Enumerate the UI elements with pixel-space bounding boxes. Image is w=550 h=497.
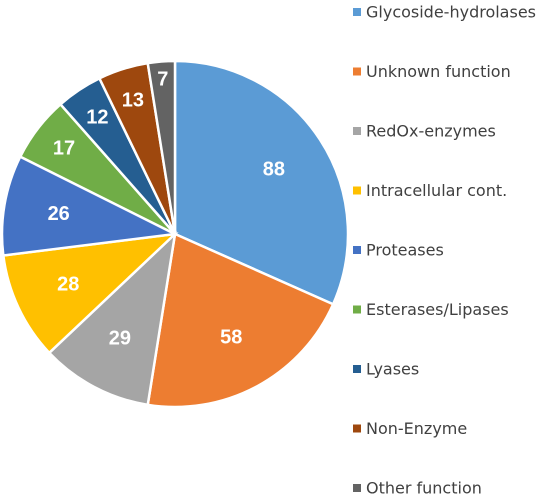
legend-label: Glycoside-hydrolases [366,3,536,22]
legend-label: Esterases/Lipases [366,300,509,319]
data-label-esterases-lipases: 17 [53,138,75,160]
pie-slice-redox-enzymes [47,230,177,407]
pie-slice-intracellular-cont [1,232,179,355]
legend-item-non-enzyme: Non-Enzyme [353,419,467,438]
pie-slice-other-function [146,59,177,235]
legend-swatch [353,8,361,16]
legend-swatch [353,424,361,433]
legend-swatch [353,305,361,314]
data-label-intracellular-cont: 28 [57,273,79,295]
legend-item-proteases: Proteases [353,241,444,260]
data-label-redox-enzymes: 29 [109,327,131,349]
legend-item-esterases-lipases: Esterases/Lipases [353,300,509,319]
pie-slice-unknown-function [146,232,335,409]
legend-item-unknown-function: Unknown function [353,62,511,81]
data-label-glycoside-hydrolases: 88 [263,159,285,181]
legend-swatch [353,365,361,373]
legend-label: Intracellular cont. [366,181,507,200]
data-label-lyases: 12 [86,107,108,129]
legend-label: RedOx-enzymes [366,122,496,141]
legend-swatch [353,186,361,195]
pie-data-labels: 88 58 29 28 26 17 12 13 7 [48,69,285,350]
data-label-non-enzyme: 13 [122,90,144,112]
legend-item-glycoside-hydrolases: Glycoside-hydrolases [353,3,536,22]
data-label-proteases: 26 [48,203,70,225]
legend-label: Lyases [366,360,419,379]
legend-swatch [353,67,361,76]
legend-item-intracellular-cont: Intracellular cont. [353,181,507,200]
pie-slice-glycoside-hydrolases [173,59,350,306]
legend-label: Proteases [366,241,444,260]
legend-swatch [353,246,361,254]
data-label-other-function: 7 [157,69,168,91]
pie-slice-proteases [0,155,180,257]
pie-slices [0,59,350,409]
legend-item-redox-enzymes: RedOx-enzymes [353,122,496,141]
legend-label: Other function [366,479,482,497]
legend-label: Unknown function [366,62,511,81]
legend-swatch [353,484,361,492]
legend: Glycoside-hydrolases Unknown function RedO… [353,3,536,497]
legend-item-lyases: Lyases [353,360,419,379]
data-label-unknown-function: 58 [220,327,242,349]
legend-item-other-function: Other function [353,479,482,497]
legend-label: Non-Enzyme [366,419,467,438]
legend-swatch [353,127,361,135]
